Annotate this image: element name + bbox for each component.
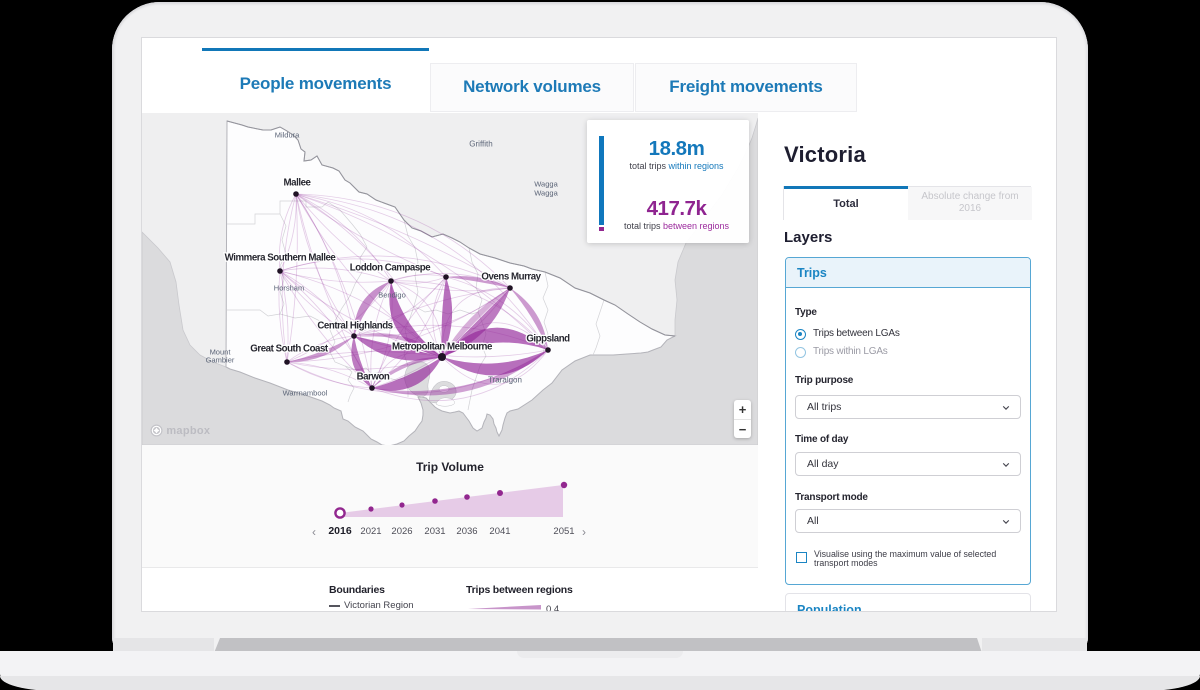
svg-text:Loddon Campaspe: Loddon Campaspe [350, 263, 432, 274]
svg-text:Traralgon: Traralgon [488, 376, 522, 385]
svg-text:Gambier: Gambier [206, 356, 235, 365]
svg-text:Great South Coast: Great South Coast [250, 344, 329, 355]
svg-text:Central Highlands: Central Highlands [317, 321, 392, 332]
svg-text:Metropolitan Melbourne: Metropolitan Melbourne [392, 342, 493, 353]
svg-text:Wagga: Wagga [534, 189, 558, 198]
svg-text:Horsham: Horsham [274, 284, 304, 293]
svg-text:Ovens Murray: Ovens Murray [481, 272, 541, 283]
svg-text:Wagga: Wagga [534, 180, 558, 189]
svg-text:Wimmera Southern Mallee: Wimmera Southern Mallee [225, 253, 337, 264]
svg-text:Warrnambool: Warrnambool [283, 389, 328, 398]
svg-text:Mallee: Mallee [284, 178, 312, 189]
svg-text:Barwon: Barwon [357, 372, 390, 383]
svg-text:Bendigo: Bendigo [378, 291, 406, 300]
svg-text:Mildura: Mildura [275, 131, 300, 140]
svg-text:Gippsland: Gippsland [526, 334, 570, 345]
svg-text:Griffith: Griffith [469, 140, 492, 149]
svg-text:Mount: Mount [210, 348, 232, 357]
